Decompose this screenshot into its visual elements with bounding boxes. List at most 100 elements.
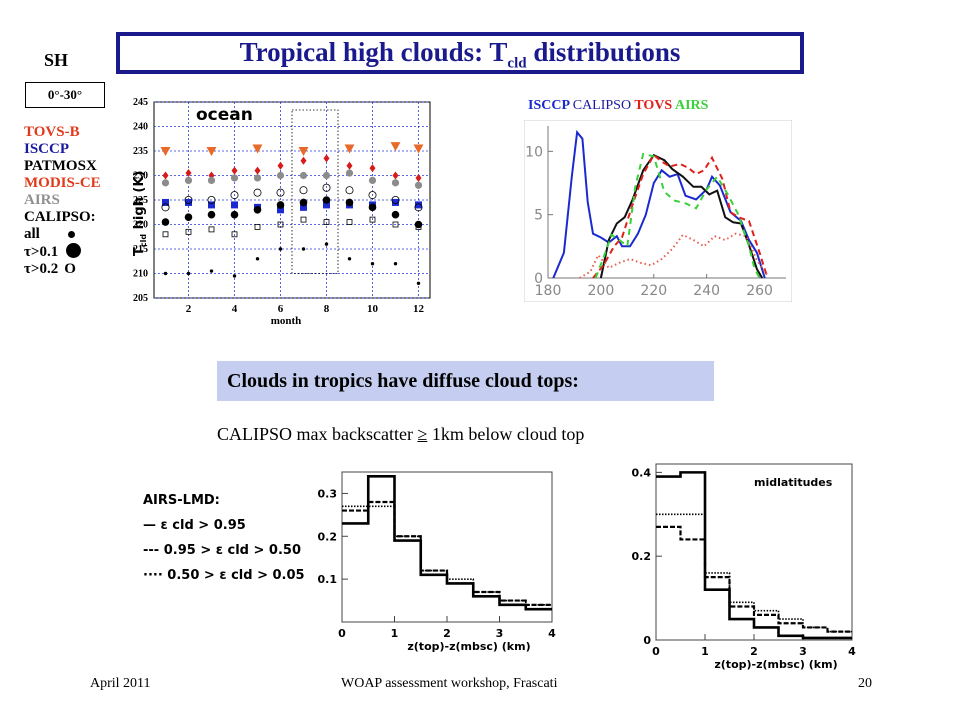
marker-modis-ce [369,164,376,173]
y-tick-label: 210 [133,269,148,280]
x-tick-label: 1 [391,627,399,640]
marker-calipso-0-2 [322,183,331,192]
y-tick-label: 0 [534,271,543,287]
marker-isccp [185,198,192,206]
marker-modis-ce [323,154,330,163]
airs-legend-row-solid: — ε cld > 0.95 [143,513,305,538]
legend-calipso-text: CALIPSO [572,98,632,113]
page-title-box: Tropical high clouds: Tcld distributions [116,32,804,74]
marker-calipso-all [392,221,399,228]
tcld-distribution-chart: 0 5 10 180 200 220 240 260 [524,120,792,302]
marker-calipso-all [162,231,169,238]
marker-calipso-0-2 [299,186,308,195]
legend-calipso-all: all [24,226,101,243]
y-axis-label-rest: high (K) [132,171,147,234]
y-tick-label: 240 [133,122,148,133]
marker-tovs-b [390,142,401,152]
marker-modis-ce [277,161,284,170]
highlight-box [291,109,339,274]
x-tick-label: 4 [548,627,556,640]
x-tick-label: 2 [750,645,758,658]
marker-airs [414,181,423,189]
legend-calipso-tau02: τ>0.2 O [24,261,101,278]
legend-isccp: ISCCP [24,141,70,157]
marker-airs [207,176,216,184]
y-tick-label: 10 [525,144,543,160]
hist-step-dotted [656,513,852,633]
legend-tovs-b: TOVS-B [24,124,80,140]
tcld-monthly-scatter-chart: 205 210 215 220 225 230 235 240 245 2 4 6 8 10 12 ocean… [132,97,431,327]
x-tick-label: 0 [652,645,660,658]
small-dot-icon [67,231,75,238]
page-title: Tropical high clouds: Tcld distributions [240,37,681,71]
hemisphere-label: SH [44,50,69,70]
y-tick-label: 205 [133,293,148,304]
footer-date: April 2011 [90,676,151,691]
y-tick-label: 230 [133,171,148,182]
marker-patmosx [370,262,375,266]
x-tick-label: 260 [746,283,773,299]
calipso-note: CALIPSO max backscatter ≥ 1km below clou… [217,424,584,445]
marker-calipso-all [254,224,261,230]
x-tick-label: 2 [443,627,451,640]
x-tick-label: 4 [232,303,238,315]
marker-airs [368,176,377,184]
marker-airs [230,174,239,182]
distribution-legend: ISCCP CALIPSO TOVS AIRS [528,98,708,114]
marker-calipso-0-1 [230,210,239,219]
airs-legend-row-dashed: --- 0.95 > ε cld > 0.50 [143,538,305,563]
marker-isccp [323,201,330,209]
marker-airs [184,176,193,184]
dashed-line-icon: --- [143,543,160,558]
x-tick-label: 0 [338,627,346,640]
note-ge-symbol: ≥ [417,424,428,444]
legend-airs: AIRS [24,192,60,208]
marker-calipso-0-1 [207,210,216,219]
midlatitudes-histogram-chart: 0 0.2 0.4 0 1 2 3 4 z(top)-z(mbsc) (km) midlatitu… [632,463,856,671]
marker-calipso-0-1 [253,206,262,214]
airs-row-3-text: 0.50 > ε cld > 0.05 [167,568,305,583]
marker-calipso-0-1 [391,210,400,219]
y-tick-label: 0 [643,634,651,647]
marker-airs [322,171,331,180]
x-tick-label: 4 [848,645,856,658]
marker-isccp [277,206,284,214]
marker-calipso-0-1 [345,198,354,207]
marker-calipso-all [300,216,307,223]
x-tick-label: 3 [496,627,504,640]
marker-tovs-b [206,147,217,156]
hist-step-dashed [656,525,852,633]
marker-patmosx [209,269,214,273]
airs-legend-row-dotted: ···· 0.50 > ε cld > 0.05 [143,563,305,588]
x-axis-label: z(top)-z(mbsc) (km) [714,658,837,671]
plot-frame [341,471,553,623]
marker-isccp [162,198,169,206]
marker-patmosx [393,262,398,266]
airs-row-1-text: ε cld > 0.95 [160,518,246,533]
marker-tovs-b [344,144,355,154]
marker-calipso-0-1 [299,198,308,207]
x-tick-label: 220 [640,283,667,299]
marker-modis-ce [300,156,307,165]
marker-patmosx [324,242,329,246]
marker-patmosx [163,271,168,276]
left-legend: TOVS-B ISCCP PATMOSX MODIS-CE AIRS CALIP… [24,124,101,278]
marker-airs [345,169,354,177]
legend-modis-ce: MODIS-CE [24,175,101,191]
series-line-airs [594,152,761,279]
marker-calipso-0-1 [322,196,331,204]
y-axis-label-main: T [132,247,147,256]
marker-modis-ce [162,171,169,180]
y-tick-label: 0.1 [318,573,338,586]
marker-calipso-0-1 [184,213,193,221]
marker-calipso-0-2 [414,203,423,212]
marker-calipso-0-1 [414,220,423,229]
marker-patmosx [278,247,283,251]
note-text-b: 1km below cloud top [427,424,585,444]
airs-row-2-text: 0.95 > ε cld > 0.50 [163,543,301,558]
y-tick-label: 5 [534,208,543,224]
x-tick-label: 6 [278,303,284,315]
marker-patmosx [255,257,260,261]
y-tick-label: 220 [133,220,148,231]
hist-step-dotted [342,505,552,606]
